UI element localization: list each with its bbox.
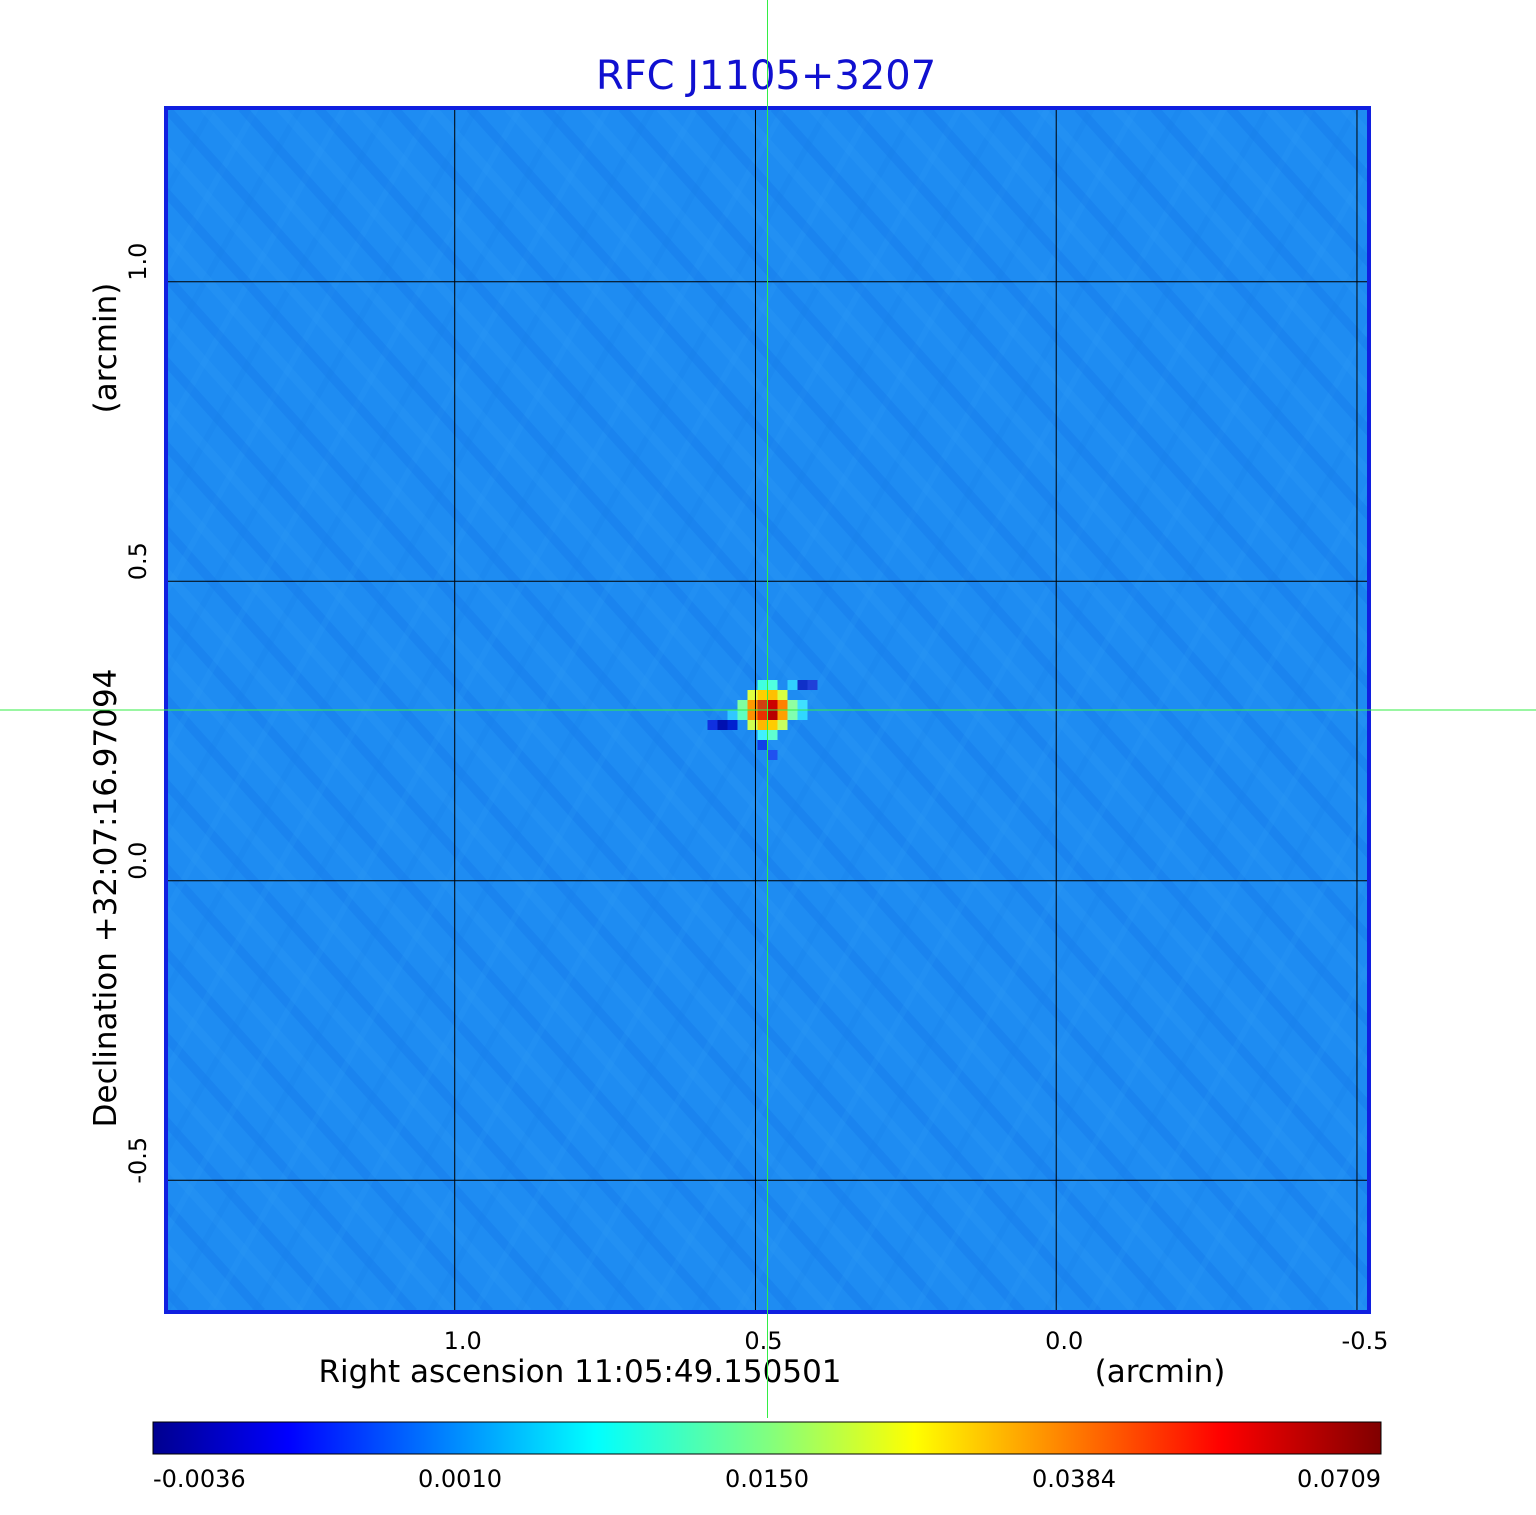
source-pixel — [777, 720, 788, 730]
sidelobe-stripe — [846, 108, 1369, 692]
source-pixel — [737, 700, 748, 710]
x-tick-label: 0.0 — [1045, 1327, 1083, 1355]
sidelobe-stripe — [1175, 958, 1369, 1312]
colorbar-gradient — [152, 1421, 1382, 1455]
sidelobe-stripe — [1150, 108, 1369, 354]
sidelobe-stripe — [1112, 108, 1369, 396]
sidelobe-stripe — [166, 108, 435, 599]
colorbar-tick-label: 0.0709 — [1297, 1465, 1381, 1493]
sidelobe-stripe — [1043, 718, 1369, 1312]
sidelobe-stripe — [166, 108, 347, 439]
sidelobe-stripe — [998, 108, 1369, 523]
source-pixel — [767, 750, 778, 760]
x-tick-label: 1.0 — [444, 1327, 482, 1355]
x-axis-unit: (arcmin) — [1095, 1354, 1226, 1390]
source-pixel — [787, 710, 798, 720]
source-pixel — [767, 730, 778, 740]
source-pixel — [767, 680, 778, 690]
sidelobe-stripe — [1219, 1038, 1369, 1312]
sidelobe-stripe — [166, 945, 493, 1312]
source-pixel — [787, 700, 798, 710]
source-pixel — [777, 700, 788, 710]
source-pixel — [777, 710, 788, 720]
source-pixel — [757, 710, 768, 720]
source-pixel — [747, 690, 758, 700]
colorbar-tick-label: -0.0036 — [153, 1465, 246, 1493]
source-pixel — [757, 700, 768, 710]
sidelobe-stripe — [166, 1072, 379, 1312]
sidelobe-stripe — [960, 108, 1369, 565]
y-axis-unit: (arcmin) — [88, 283, 124, 414]
sidelobe-stripe — [1036, 108, 1369, 481]
crosshair — [0, 0, 1536, 1418]
source-pixel — [757, 680, 768, 690]
sidelobe-stripe — [166, 1030, 417, 1312]
colorbar-tick-label: 0.0010 — [418, 1465, 502, 1493]
source-pixels — [707, 680, 818, 760]
source-pixel — [747, 700, 758, 710]
y-tick-label: -0.5 — [124, 1137, 152, 1184]
x-axis-label: Right ascension 11:05:49.150501 — [318, 1354, 841, 1390]
sidelobe-stripe — [166, 903, 531, 1312]
y-tick-label: 1.0 — [124, 243, 152, 281]
colorbar-tick-labels: -0.0036 0.0010 0.0150 0.0384 0.0709 — [153, 1465, 1381, 1493]
source-pixel — [757, 740, 768, 750]
sidelobe-stripe — [166, 108, 391, 519]
source-pixel — [797, 700, 808, 710]
source-pixel — [717, 720, 728, 730]
sidelobe-stripe — [166, 819, 607, 1312]
y-tick-labels: 1.0 0.5 0.0 -0.5 — [124, 243, 152, 1184]
sidelobe-stripe — [166, 108, 303, 359]
colorbar: -0.0036 0.0010 0.0150 0.0384 0.0709 — [152, 1421, 1382, 1493]
sidelobe-stripe — [166, 861, 569, 1312]
source-pixel — [737, 710, 748, 720]
x-tick-label: -0.5 — [1342, 1327, 1389, 1355]
source-pixel — [767, 690, 778, 700]
sidelobe-stripe — [884, 108, 1369, 650]
source-pixel — [757, 720, 768, 730]
colorbar-tick-label: 0.0384 — [1032, 1465, 1116, 1493]
source-pixel — [747, 710, 758, 720]
source-pixel — [767, 720, 778, 730]
y-tick-label: 0.0 — [124, 842, 152, 880]
source-pixel — [727, 710, 738, 720]
source-pixel — [707, 720, 718, 730]
source-pixel — [807, 680, 818, 690]
source-pixel — [767, 710, 778, 720]
sidelobe-stripe — [922, 108, 1369, 607]
sidelobe-stripe — [1087, 798, 1369, 1312]
source-pixel — [727, 720, 738, 730]
sidelobe-stripe — [166, 776, 645, 1312]
x-tick-labels: 1.0 0.5 0.0 -0.5 — [444, 1327, 1389, 1355]
sidelobe-stripe — [1131, 878, 1369, 1312]
chart-title: RFC J1105+3207 — [596, 53, 936, 99]
sidelobe-stripe — [166, 108, 479, 679]
source-pixel — [757, 730, 768, 740]
source-pixel — [757, 690, 768, 700]
y-axis-label: Declination +32:07:16.97094 — [88, 669, 124, 1128]
x-tick-label: 0.5 — [744, 1327, 782, 1355]
y-tick-label: 0.5 — [124, 542, 152, 580]
source-pixel — [777, 690, 788, 700]
source-pixel — [797, 710, 808, 720]
source-pixel — [747, 720, 758, 730]
sidelobe-stripe — [166, 987, 455, 1312]
colorbar-tick-label: 0.0150 — [725, 1465, 809, 1493]
sidelobe-stripe — [166, 734, 683, 1312]
sidelobe-stripe — [1074, 108, 1369, 439]
source-pixel — [797, 680, 808, 690]
source-pixel — [767, 700, 778, 710]
source-pixel — [787, 680, 798, 690]
